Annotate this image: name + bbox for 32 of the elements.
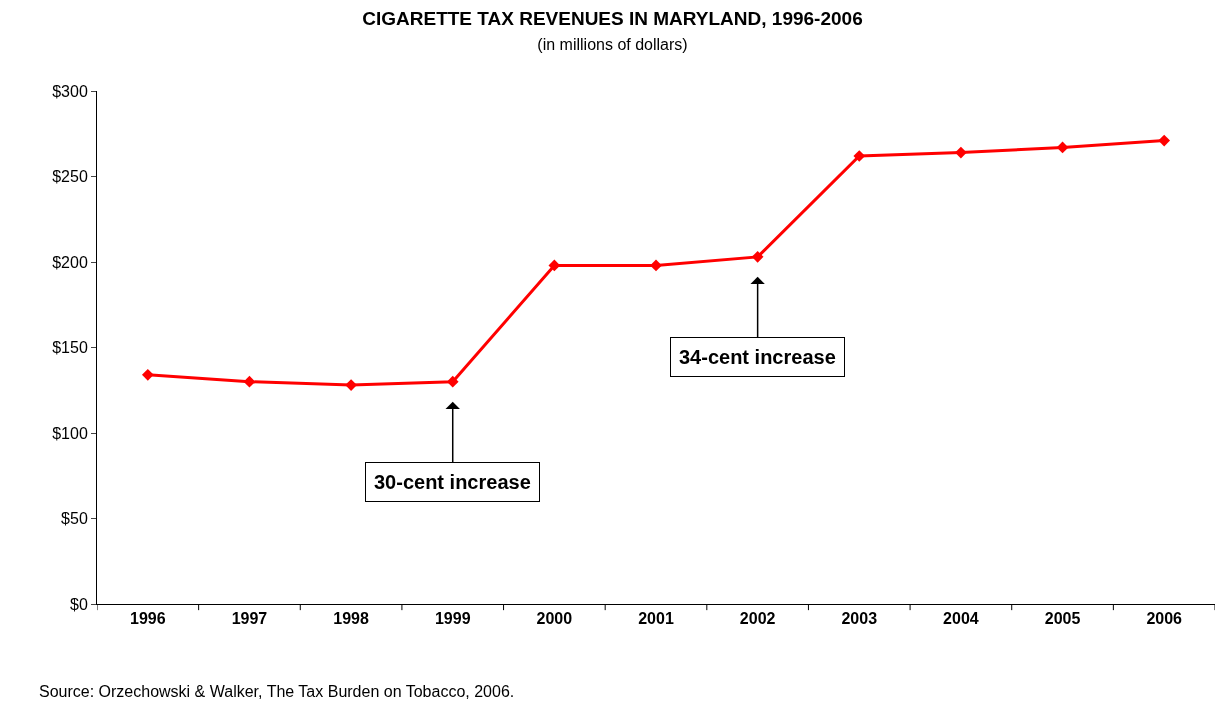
annotation: 30-cent increase: [374, 471, 531, 493]
x-tick-label: 2003: [841, 610, 878, 628]
source-note: Source: Orzechowski & Walker, The Tax Burden on Tobacco, 2006.: [39, 683, 515, 700]
point: [446, 375, 459, 388]
y-tick-label: $200: [52, 253, 88, 271]
annotation: 34-cent increase: [679, 346, 836, 368]
x-tick-label: 2001: [638, 610, 674, 628]
x-tick-label: 1996: [130, 610, 166, 628]
point: [751, 251, 764, 263]
y-tick-label: $150: [52, 339, 88, 357]
x-tick-label: 1997: [231, 610, 268, 628]
point: [345, 379, 357, 391]
y-tick-label: $50: [61, 510, 88, 528]
point: [955, 146, 967, 159]
x-tick-label: 1999: [434, 610, 471, 628]
x-tick-label: 1998: [333, 610, 369, 628]
x-tick-label: 2006: [1146, 610, 1183, 628]
chart-subtitle: (in millions of dollars): [537, 35, 688, 53]
point: [243, 375, 256, 388]
x-tick-label: 2000: [536, 610, 573, 628]
y-tick-label: $0: [70, 595, 88, 613]
point: [1056, 141, 1069, 154]
point: [141, 369, 154, 381]
y-tick-label: $100: [52, 424, 88, 442]
x-tick-label: 2004: [943, 610, 979, 628]
chart-title: CIGARETTE TAX REVENUES IN MARYLAND, 1996-2006: [362, 7, 863, 29]
y-tick-label: $300: [52, 82, 88, 100]
point: [650, 259, 662, 272]
x-tick-label: 2002: [739, 610, 776, 628]
x-tick-label: 2005: [1044, 610, 1081, 628]
point: [1158, 134, 1171, 147]
y-tick-label: $250: [52, 168, 88, 186]
